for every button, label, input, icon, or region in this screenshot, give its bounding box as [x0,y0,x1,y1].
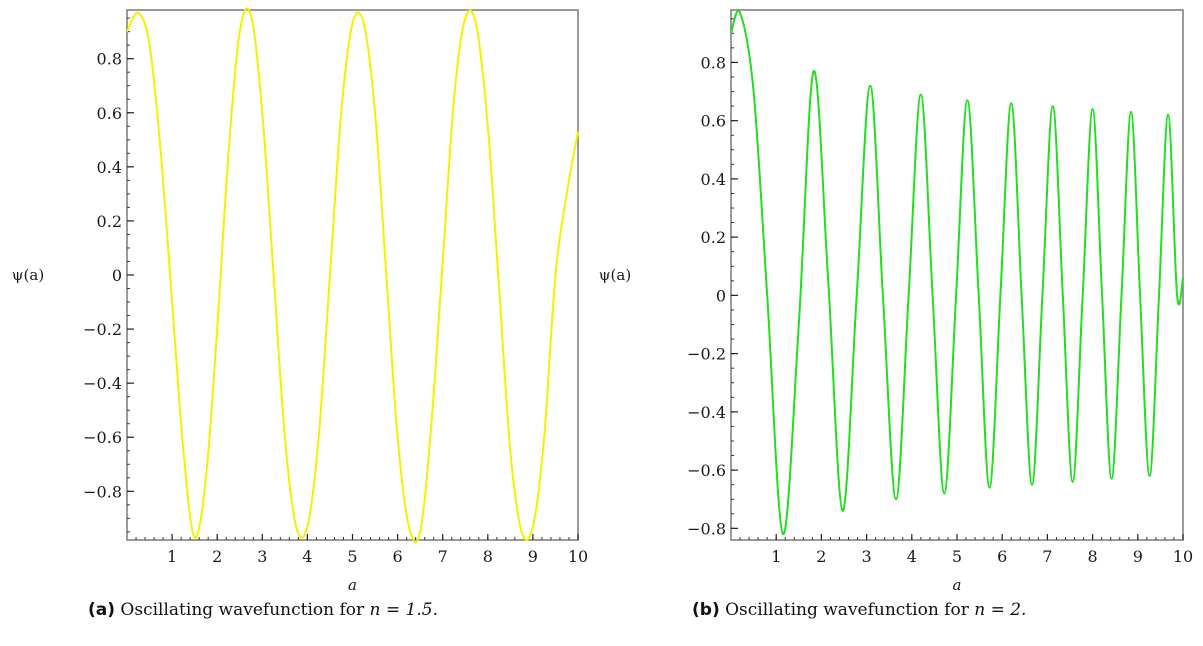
x-tick-label: 2 [816,547,826,566]
y-tick-label: 0.8 [97,50,122,69]
caption-a-text: Oscillating wavefunction for [120,600,365,620]
y-tick-label: 0.6 [97,104,122,123]
x-tick-label: 1 [167,547,177,566]
y-tick-label: 0.4 [701,170,726,189]
plot-a: 1 2 3 4 5 6 7 8 9 10 −0.8 −0.6 −0.4 −0.2 0 0.2 0.4 0.6 0.8… [12,7,588,594]
y-tick-label: −0.6 [687,461,726,480]
x-tick-label: 6 [393,547,403,566]
x-tick-label: 1 [771,547,781,566]
series-line-b [730,9,1184,536]
x-tick-label: 2 [212,547,222,566]
x-tick-label: 6 [997,547,1007,566]
caption-a-tag: (a) [88,600,116,620]
y-axis-label: ψ(a) [599,266,631,284]
x-tick-label: 5 [347,547,357,566]
caption-a: (a) Oscillating wavefunction for n = 1.5… [88,600,438,620]
x-tick-label: 3 [862,547,872,566]
x-tick-label: 7 [438,547,448,566]
caption-b-tag: (b) [692,600,720,620]
y-axis-label: ψ(a) [12,266,44,284]
x-tick-label: 3 [257,547,267,566]
caption-b-text: Oscillating wavefunction for [725,600,969,620]
y-tick-label: −0.6 [83,428,122,447]
x-tick-label: 5 [952,547,962,566]
x-axis-label: a [953,576,962,594]
caption-b-math: n = 2. [974,600,1027,620]
x-tick-label: 8 [1088,547,1098,566]
y-tick-label: −0.2 [83,320,122,339]
x-axis-label: a [348,576,357,594]
x-tick-label: 4 [302,547,312,566]
y-tick-label: 0.2 [701,228,726,247]
x-tick-label: 8 [483,547,493,566]
y-tick-label: 0.6 [701,112,726,131]
y-tick-label: −0.8 [687,519,726,538]
y-tick-label: 0.8 [701,53,726,72]
plot-b: 1 2 3 4 5 6 7 8 9 10 −0.8 −0.6 −0.4 −0.2 0 0.2 0.4 0.6 0.8… [599,9,1193,594]
caption-a-math: n = 1.5. [369,600,438,620]
x-tick-label: 9 [1133,547,1143,566]
caption-b: (b) Oscillating wavefunction for n = 2. [692,600,1026,620]
y-tick-label: −0.4 [83,374,122,393]
y-tick-label: 0.4 [97,158,122,177]
y-tick-label: −0.2 [687,345,726,364]
y-tick-label: −0.4 [687,403,726,422]
x-tick-label: 7 [1042,547,1052,566]
series-line-a [126,7,579,543]
y-tick-label: −0.8 [83,482,122,501]
y-tick-label: 0.2 [97,212,122,231]
x-tick-label: 10 [1173,547,1193,566]
x-tick-label: 9 [528,547,538,566]
x-tick-label: 10 [568,547,588,566]
x-tick-label: 4 [907,547,917,566]
y-tick-label: 0 [112,266,122,285]
y-tick-label: 0 [716,286,726,305]
